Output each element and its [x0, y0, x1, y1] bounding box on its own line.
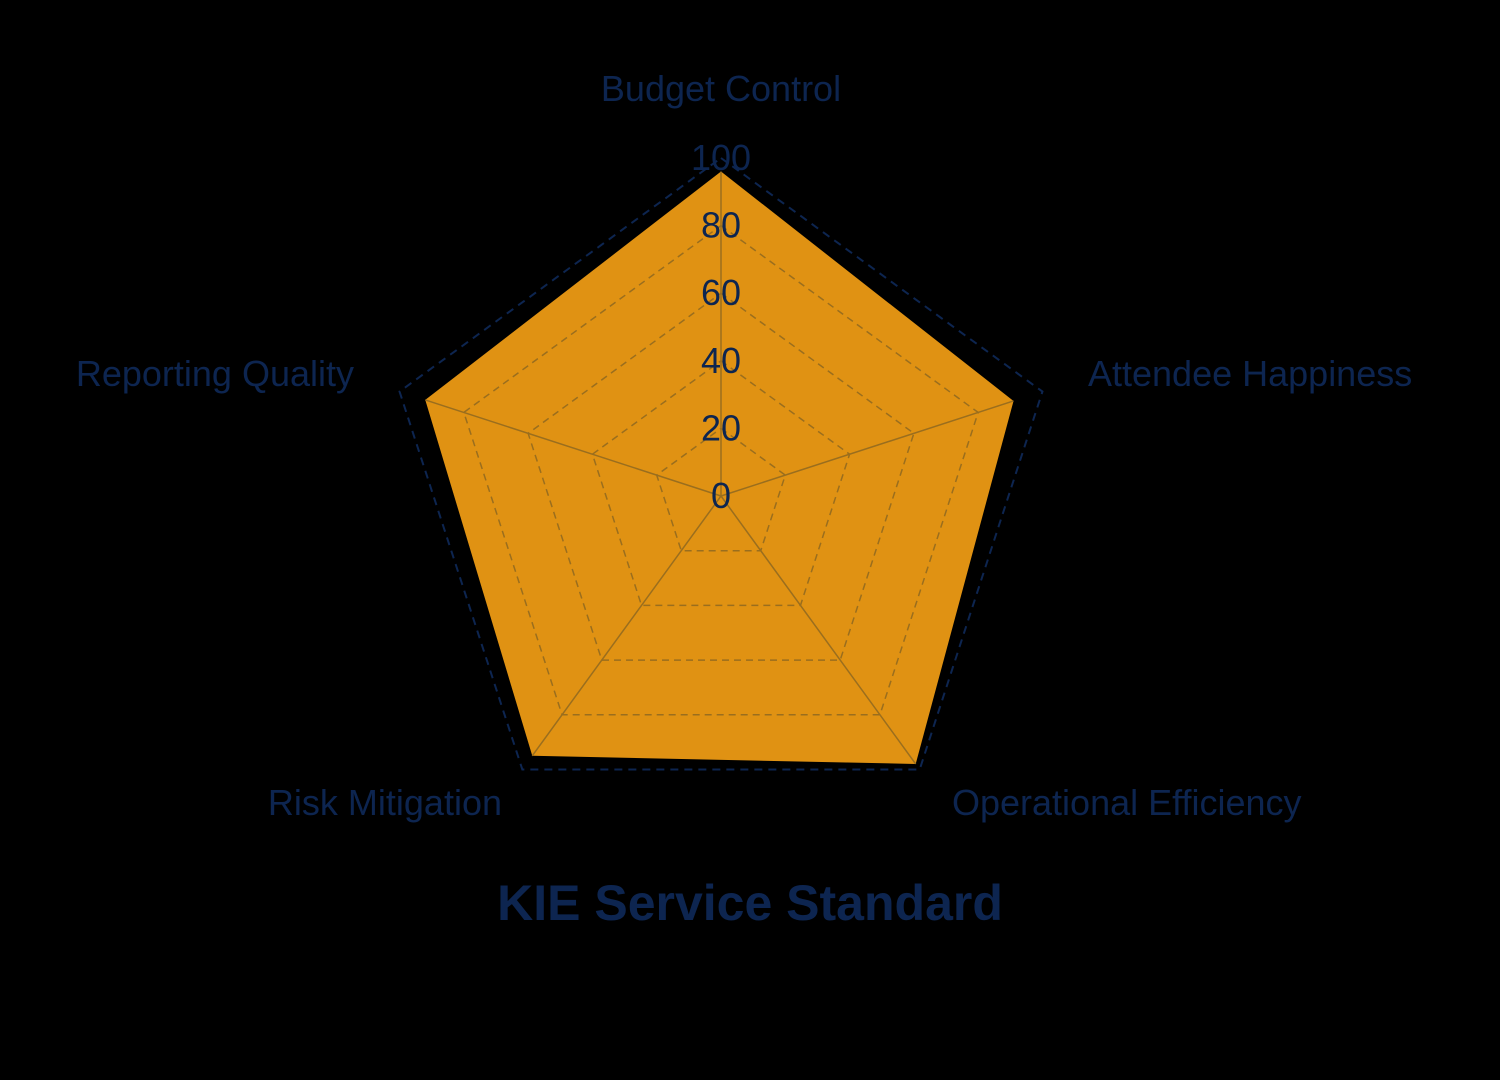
tick-label-0: 0 [711, 475, 731, 516]
spoke [531, 495, 722, 757]
tick-label-80: 80 [701, 205, 741, 246]
radial-tick-labels: 0 20 40 60 80 100 [691, 137, 751, 516]
axis-label-operational-efficiency: Operational Efficiency [952, 782, 1302, 823]
outer-grid [398, 156, 1044, 771]
tick-label-100: 100 [691, 137, 751, 178]
tick-label-40: 40 [701, 340, 741, 381]
grid-ring-40 [591, 359, 851, 607]
spoke [425, 399, 722, 497]
tick-label-20: 20 [701, 407, 741, 448]
grid-ring-80 [462, 224, 980, 716]
chart-title: KIE Service Standard [497, 875, 1003, 931]
grid-ring-60 [527, 292, 915, 661]
spoke [720, 495, 917, 765]
axis-labels: Budget Control Attendee Happiness Operatio… [76, 68, 1412, 823]
axis-label-reporting-quality: Reporting Quality [76, 353, 354, 394]
axis-label-budget-control: Budget Control [601, 68, 841, 109]
spoke [720, 400, 1014, 497]
data-area-kie-service-standard [425, 171, 1014, 764]
axis-label-risk-mitigation: Risk Mitigation [268, 782, 502, 823]
grid-ring-20 [655, 427, 787, 552]
axis-label-attendee-happiness: Attendee Happiness [1088, 353, 1412, 394]
inner-grid [425, 171, 1014, 765]
grid-ring-100 [398, 156, 1044, 771]
tick-label-60: 60 [701, 272, 741, 313]
